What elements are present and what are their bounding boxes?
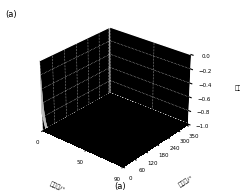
X-axis label: 仰视角/°: 仰视角/° bbox=[48, 181, 66, 193]
Text: (a): (a) bbox=[114, 182, 126, 191]
Y-axis label: 方位角/°: 方位角/° bbox=[177, 174, 194, 188]
Text: (a): (a) bbox=[5, 10, 16, 19]
